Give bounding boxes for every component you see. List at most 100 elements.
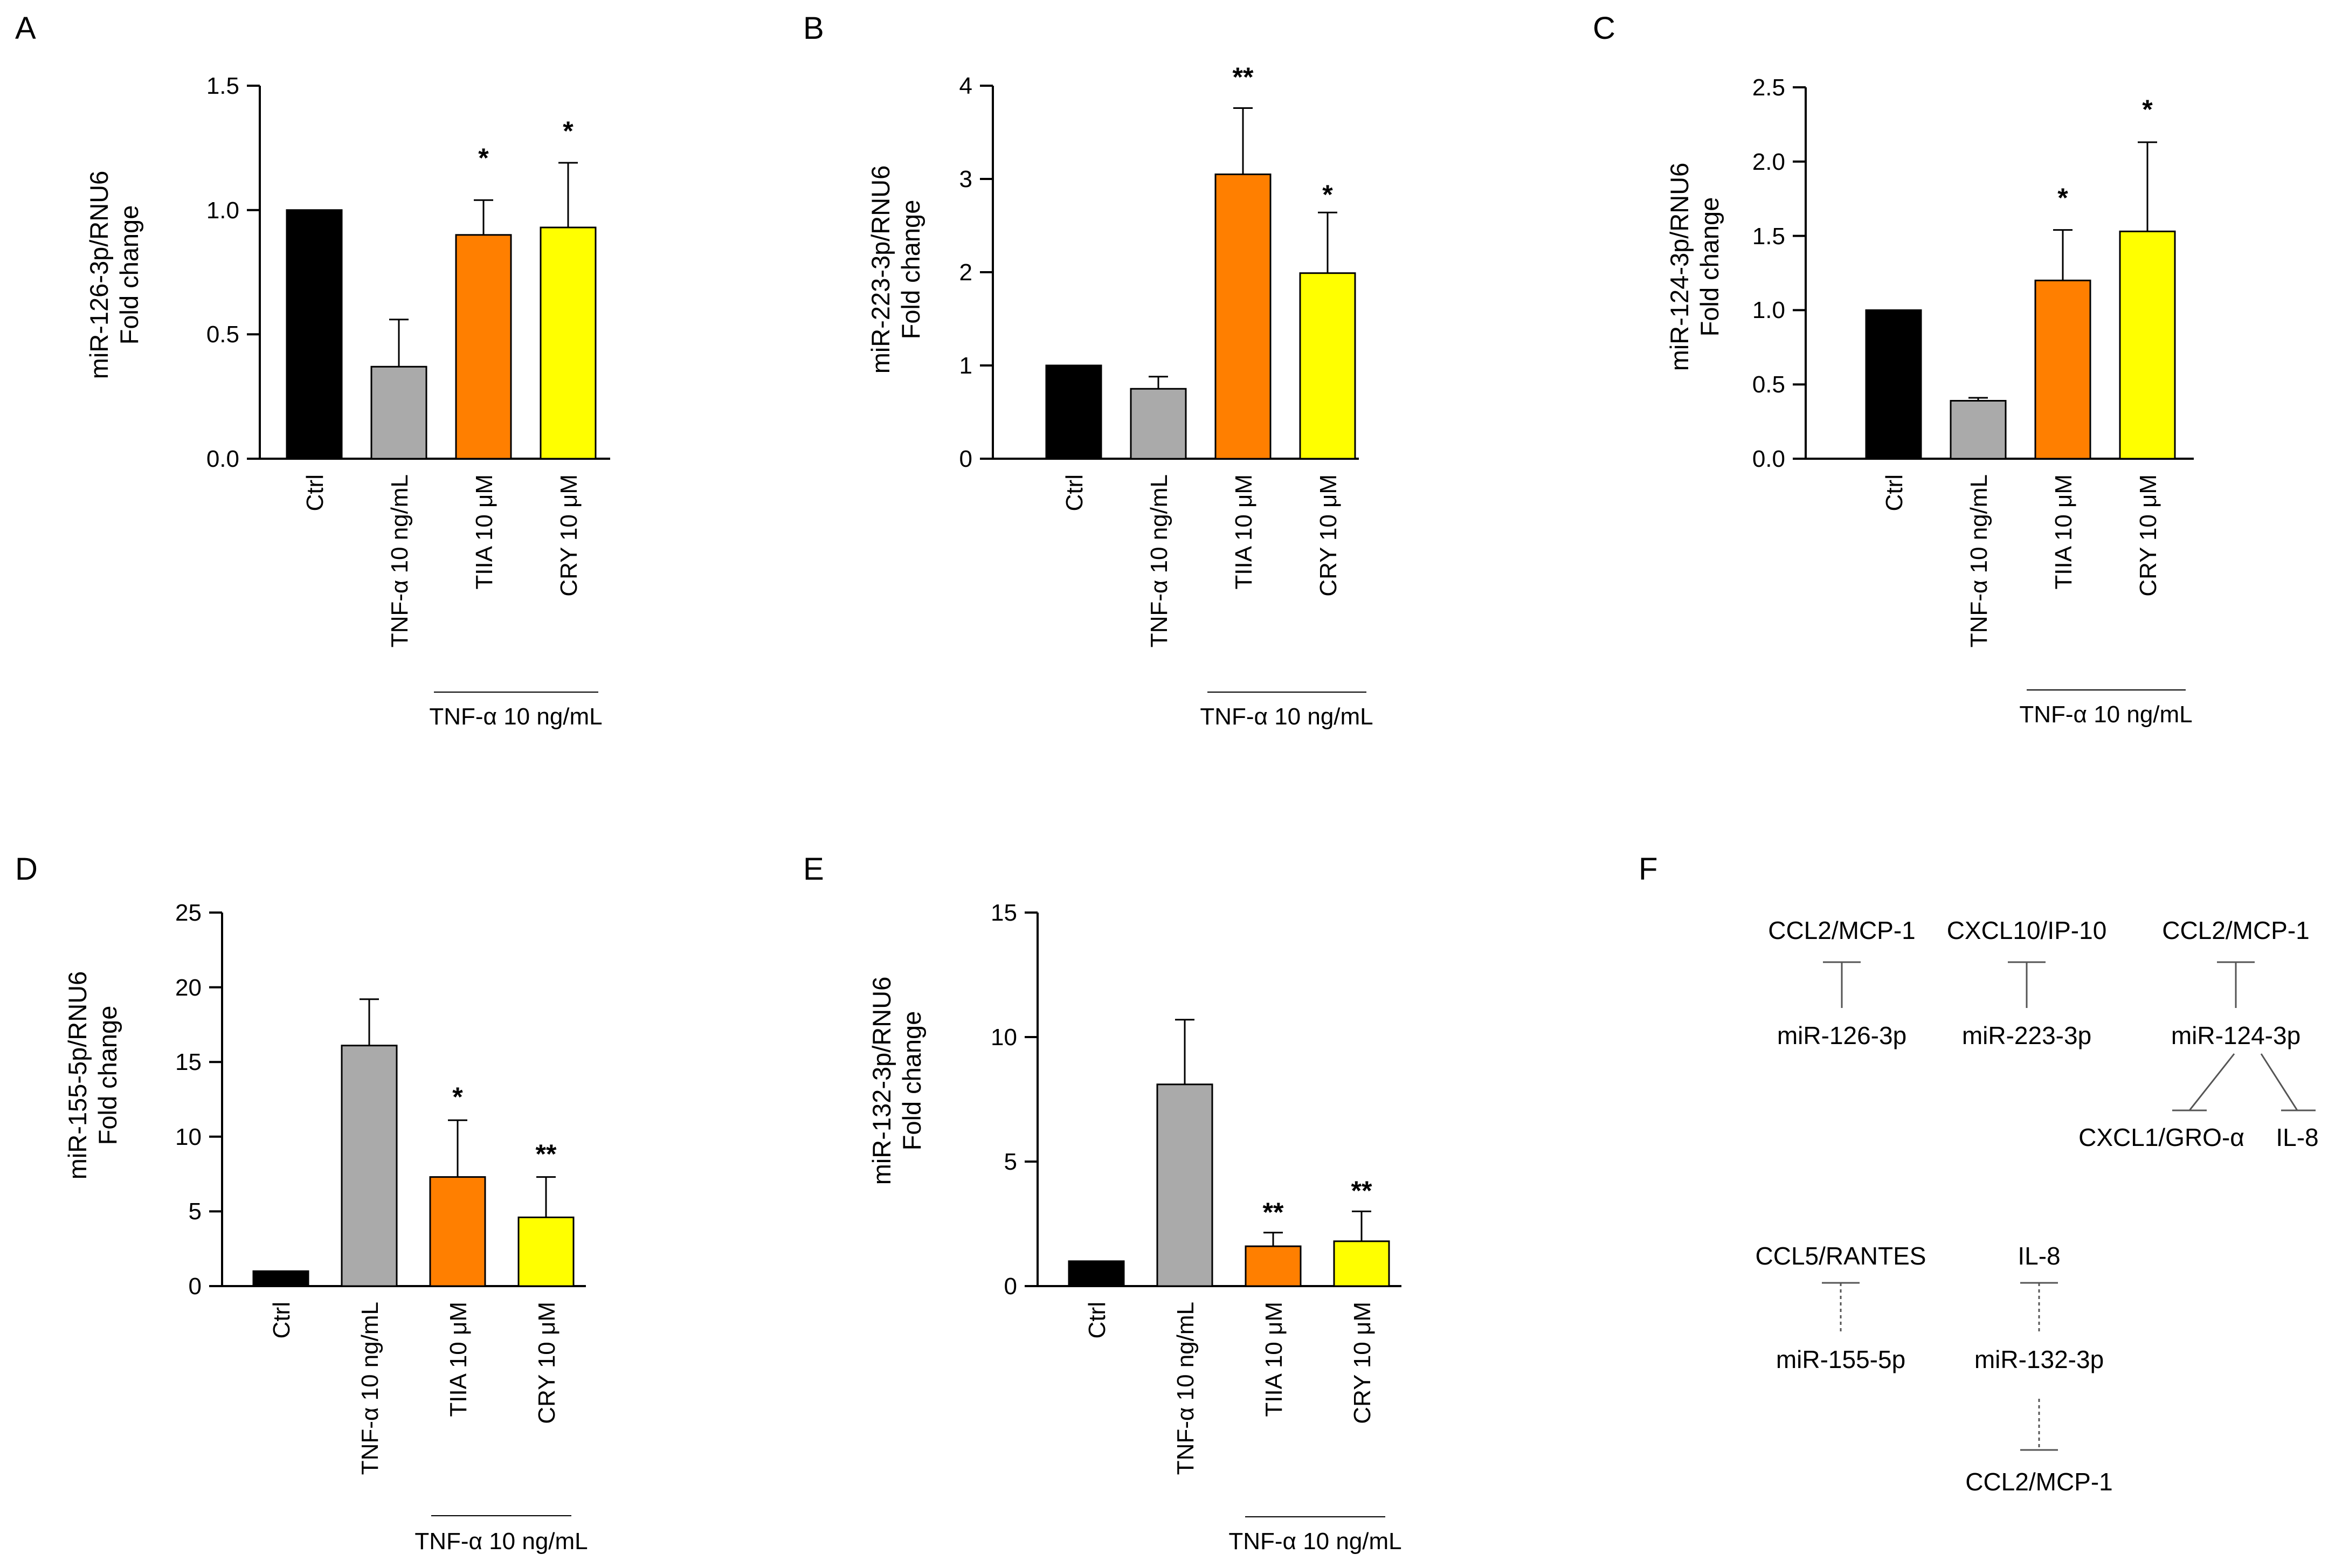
error-bars-e <box>1175 1019 1371 1247</box>
bar-d-cry <box>517 1217 575 1287</box>
y-tick-label-e-3: 15 <box>991 900 1017 926</box>
bars-b <box>1045 173 1356 460</box>
y-ticks-a: 0.0 0.5 1.0 1.5 <box>206 73 260 472</box>
target-node-il8-b: IL-8 <box>2018 1242 2060 1270</box>
y-tick-label-a-2: 1.0 <box>206 197 239 224</box>
x-tick-label-a-ctrl: Ctrl <box>302 474 328 511</box>
y-tick-label-b-4: 4 <box>959 73 972 99</box>
bar-c-cry <box>2119 230 2176 460</box>
panel-c: C miR-124-3p/RNU6 Fold change 0.0 0.5 1.… <box>1593 11 2194 728</box>
bar-b-ctrl <box>1045 364 1102 460</box>
x-tick-label-a-tiia: TIIA 10 μM <box>471 474 498 590</box>
target-node-ccl2-a: CCL2/MCP-1 <box>1768 916 1916 944</box>
panel-e: E miR-132-3p/RNU6 Fold change 0 5 10 15 … <box>803 852 1402 1555</box>
panel-f: F CCL2/MCP-1 CXCL10/IP-10 CCL2/MCP-1 miR… <box>1639 852 2319 1496</box>
y-axis-label-a-line2: Fold change <box>115 205 143 345</box>
x-tick-label-b-tiia: TIIA 10 μM <box>1231 474 1257 590</box>
group-label-c: TNF-α 10 ng/mL <box>2019 701 2192 728</box>
y-tick-label-c-0: 0.0 <box>1752 446 1785 472</box>
bar-e-tiia <box>1245 1245 1302 1287</box>
bars-d <box>252 1045 575 1287</box>
x-tick-label-d-tiia: TIIA 10 μM <box>445 1302 472 1417</box>
y-ticks-b: 0 1 2 3 4 <box>959 73 993 472</box>
panel-label-b: B <box>803 11 824 46</box>
bar-a-cry <box>540 226 597 460</box>
y-axis-label-e-line2: Fold change <box>897 1011 926 1151</box>
y-tick-label-d-5: 25 <box>175 900 202 926</box>
x-tick-label-e-cry: CRY 10 μM <box>1349 1302 1376 1424</box>
x-tick-label-d-ctrl: Ctrl <box>268 1302 295 1338</box>
bar-c-ctrl <box>1865 309 1922 460</box>
bar-e-cry <box>1333 1240 1390 1287</box>
x-tick-label-e-tnf: TNF-α 10 ng/mL <box>1172 1302 1199 1475</box>
mirna-node-124: miR-124-3p <box>2171 1021 2301 1049</box>
inhibition-lines-row2 <box>1822 1282 2058 1451</box>
y-tick-label-e-0: 0 <box>1004 1273 1017 1300</box>
y-tick-label-a-0: 0.0 <box>206 446 239 472</box>
y-axis-label-e-line1: miR-132-3p/RNU6 <box>867 977 896 1185</box>
x-tick-labels-d: Ctrl TNF-α 10 ng/mL TIIA 10 μM CRY 10 μM <box>268 1302 560 1475</box>
panel-label-d: D <box>15 852 38 887</box>
x-tick-label-a-cry: CRY 10 μM <box>556 474 582 597</box>
x-tick-label-e-tiia: TIIA 10 μM <box>1261 1302 1287 1417</box>
panel-a: A miR-126-3p/RNU6 Fold change 0.0 0.5 1.… <box>15 11 610 730</box>
bar-e-ctrl <box>1068 1260 1125 1287</box>
y-axis-label-d-line2: Fold change <box>93 1006 122 1145</box>
y-tick-label-c-4: 2.0 <box>1752 149 1785 175</box>
x-tick-label-b-ctrl: Ctrl <box>1061 474 1088 511</box>
bar-b-cry <box>1299 272 1356 460</box>
bar-c-tnf <box>1950 400 2007 460</box>
x-tick-labels-b: Ctrl TNF-α 10 ng/mL TIIA 10 μM CRY 10 μM <box>1061 474 1342 647</box>
significance-e-tiia: ** <box>1263 1197 1284 1227</box>
x-tick-label-a-tnf: TNF-α 10 ng/mL <box>386 474 413 647</box>
y-axis-label-a-line1: miR-126-3p/RNU6 <box>85 171 113 379</box>
group-label-e: TNF-α 10 ng/mL <box>1228 1528 1401 1555</box>
bars-e <box>1068 1083 1390 1287</box>
y-tick-label-e-1: 5 <box>1004 1149 1017 1175</box>
y-tick-label-d-0: 0 <box>189 1273 202 1300</box>
x-tick-label-b-tnf: TNF-α 10 ng/mL <box>1146 474 1172 647</box>
y-tick-label-e-2: 10 <box>991 1024 1017 1051</box>
target-node-ccl5: CCL5/RANTES <box>1756 1242 1926 1270</box>
mirna-node-223: miR-223-3p <box>1962 1021 2091 1049</box>
bar-c-tiia <box>2034 279 2091 460</box>
inhibition-lines-124 <box>2172 1053 2316 1111</box>
error-bars-b <box>1149 107 1337 389</box>
target-node-ccl2-b: CCL2/MCP-1 <box>2162 916 2310 944</box>
mirna-node-155: miR-155-5p <box>1776 1345 1905 1373</box>
inhibition-lines-row1 <box>1823 961 2255 1008</box>
bars-c <box>1865 230 2176 460</box>
bar-b-tnf <box>1130 388 1187 460</box>
target-node-il8-a: IL-8 <box>2276 1123 2318 1151</box>
x-tick-label-e-ctrl: Ctrl <box>1084 1302 1110 1338</box>
bar-a-tiia <box>455 234 512 460</box>
y-axis-label-b-line2: Fold change <box>896 200 925 340</box>
y-tick-label-d-1: 5 <box>189 1198 202 1225</box>
significance-e-cry: ** <box>1351 1176 1372 1206</box>
x-tick-labels-a: Ctrl TNF-α 10 ng/mL TIIA 10 μM CRY 10 μM <box>302 474 582 647</box>
y-tick-label-b-1: 1 <box>959 353 972 379</box>
y-tick-label-c-1: 0.5 <box>1752 371 1785 398</box>
error-bars-a <box>389 162 578 367</box>
significance-d-cry: ** <box>536 1139 557 1169</box>
y-axis-label-c-line1: miR-124-3p/RNU6 <box>1665 163 1694 371</box>
y-tick-label-b-0: 0 <box>959 446 972 472</box>
x-tick-label-c-tiia: TIIA 10 μM <box>2050 474 2077 590</box>
y-tick-label-b-3: 3 <box>959 166 972 192</box>
y-tick-label-d-2: 10 <box>175 1124 202 1150</box>
y-ticks-e: 0 5 10 15 <box>991 900 1038 1300</box>
target-node-ccl2-c: CCL2/MCP-1 <box>1965 1468 2113 1496</box>
y-ticks-c: 0.0 0.5 1.0 1.5 2.0 2.5 <box>1752 74 1806 472</box>
panel-label-a: A <box>15 11 36 46</box>
bar-d-tiia <box>429 1176 486 1287</box>
panel-d: D miR-155-5p/RNU6 Fold change 0 5 10 15 … <box>15 852 588 1555</box>
x-tick-labels-c: Ctrl TNF-α 10 ng/mL TIIA 10 μM CRY 10 μM <box>1881 474 2161 647</box>
target-node-cxcl1: CXCL1/GRO-α <box>2078 1123 2244 1151</box>
y-axis-label-d-line1: miR-155-5p/RNU6 <box>63 971 92 1180</box>
bars-a <box>286 209 597 460</box>
panel-b: B miR-223-3p/RNU6 Fold change 0 1 2 3 4 <box>803 11 1373 730</box>
y-tick-label-c-3: 1.5 <box>1752 223 1785 250</box>
y-tick-label-b-2: 2 <box>959 259 972 286</box>
bar-d-ctrl <box>252 1270 309 1287</box>
